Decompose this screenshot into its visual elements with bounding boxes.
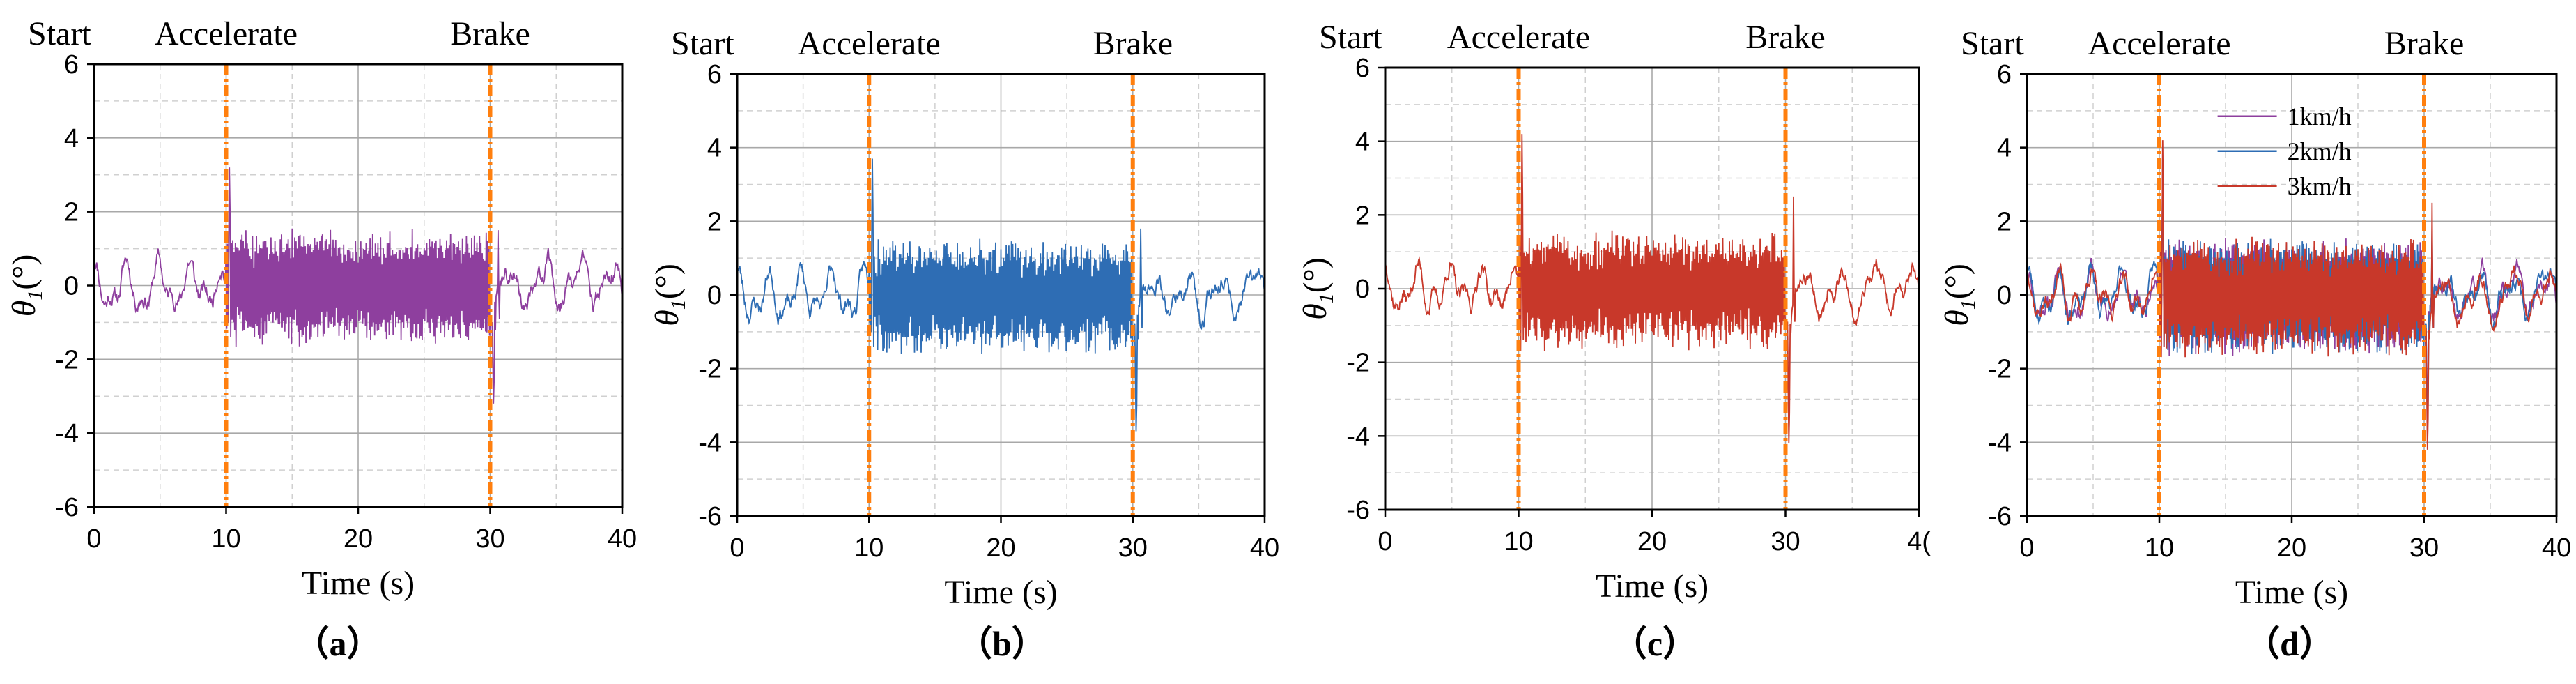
y-axis-subscript: 1 (1315, 293, 1338, 303)
y-tick-label: 6 (707, 60, 722, 89)
y-tick-label: 0 (1997, 281, 2012, 310)
event-label-brake: Brake (450, 15, 530, 52)
y-tick-label: 0 (707, 281, 722, 310)
y-tick-label: -4 (1346, 422, 1370, 451)
panel-label: （b） (957, 624, 1047, 663)
x-tick-label: 0 (86, 524, 101, 554)
series-line-3km-h (2026, 140, 2557, 450)
chart-panel-a: 0 10 20 30 40 -6 -4 -2 0 2 4 6 Time (s) θ1(°) Start Acc… (6, 15, 637, 663)
y-tick-label: 4 (707, 134, 722, 163)
event-label-start: Start (1961, 25, 2024, 62)
y-tick-label: 6 (1355, 54, 1370, 83)
event-label-brake: Brake (1093, 25, 1173, 62)
series-line-2km-h (736, 158, 1265, 432)
y-tick-label: -6 (55, 493, 79, 522)
y-axis-unit: (°) (649, 264, 686, 299)
x-tick-label: 0 (2019, 533, 2034, 563)
y-tick-label: 2 (1355, 201, 1370, 230)
y-tick-label: 2 (707, 207, 722, 236)
x-tick-label: 10 (1504, 527, 1533, 556)
y-tick-label: -2 (1346, 349, 1370, 378)
x-tick-label: 0 (730, 533, 744, 563)
y-tick-label: -4 (698, 428, 722, 457)
y-tick-label: -2 (55, 345, 79, 374)
x-tick-label: 10 (854, 533, 884, 563)
legend-label: 3km/h (2288, 172, 2352, 200)
x-tick-label: 20 (1637, 527, 1667, 556)
y-tick-label: -2 (1988, 355, 2012, 384)
y-tick-label: 0 (64, 272, 79, 301)
panel-label: （d） (2245, 624, 2334, 663)
y-tick-label: -6 (1346, 496, 1370, 525)
x-tick-label: 40 (608, 524, 637, 554)
chart-panel-c: 0 10 20 30 4( -6 -4 -2 0 2 4 6 Time (s) θ1(°) Start Acc… (1297, 19, 1931, 663)
panel-label: （a） (295, 624, 382, 663)
y-axis-label: θ1(°) (649, 264, 690, 326)
chart-panel-d: 0 10 20 30 40 -6 -4 -2 0 2 4 6 Time (s) θ1(°) Start Acc… (1938, 25, 2571, 663)
x-tick-label: 10 (211, 524, 240, 554)
y-axis-symbol: θ (649, 310, 686, 326)
y-tick-label: 2 (64, 198, 79, 227)
legend-label: 1km/h (2288, 102, 2352, 130)
y-axis-unit: (°) (1297, 257, 1334, 293)
x-tick-label: 4( (1907, 527, 1931, 556)
y-tick-label: -2 (698, 355, 722, 384)
event-label-accelerate: Accelerate (1447, 19, 1590, 56)
event-label-accelerate: Accelerate (2088, 25, 2230, 62)
x-axis-label: Time (s) (944, 574, 1057, 611)
event-label-brake: Brake (2384, 25, 2465, 62)
event-label-start: Start (671, 25, 734, 62)
event-label-brake: Brake (1745, 19, 1826, 56)
x-tick-label: 40 (1250, 533, 1279, 563)
x-tick-label: 0 (1378, 527, 1392, 556)
y-tick-label: -4 (1988, 428, 2012, 457)
panel-label: （c） (1612, 624, 1697, 663)
x-tick-label: 20 (986, 533, 1015, 563)
y-tick-label: -6 (698, 502, 722, 531)
y-axis-label: θ1(°) (1938, 264, 1980, 326)
x-tick-label: 30 (2409, 533, 2439, 563)
x-tick-label: 20 (2277, 533, 2306, 563)
event-label-accelerate: Accelerate (798, 25, 941, 62)
y-axis-symbol: θ (1938, 310, 1975, 326)
x-axis-label: Time (s) (302, 565, 415, 602)
series-line-3km-h (1385, 134, 1920, 443)
y-axis-subscript: 1 (1957, 299, 1980, 310)
y-tick-label: 6 (64, 50, 79, 79)
y-axis-symbol: θ (6, 301, 43, 317)
x-tick-label: 20 (344, 524, 373, 554)
x-tick-label: 10 (2145, 533, 2174, 563)
y-axis-label: θ1(°) (6, 254, 47, 317)
x-tick-label: 30 (475, 524, 504, 554)
x-tick-label: 30 (1118, 533, 1148, 563)
event-label-accelerate: Accelerate (155, 15, 298, 52)
y-axis-subscript: 1 (667, 299, 690, 310)
y-axis-label: θ1(°) (1297, 257, 1338, 320)
x-tick-label: 40 (2542, 533, 2571, 563)
series-line-1km-h (93, 167, 623, 404)
x-axis-label: Time (s) (1596, 568, 1709, 605)
event-label-start: Start (28, 15, 91, 52)
y-tick-label: 2 (1997, 207, 2012, 236)
x-axis-label: Time (s) (2235, 574, 2348, 611)
y-tick-label: 4 (64, 124, 79, 153)
y-axis-unit: (°) (6, 254, 43, 290)
event-label-start: Start (1319, 19, 1382, 56)
y-axis-symbol: θ (1297, 303, 1334, 320)
y-tick-label: 6 (1997, 60, 2012, 89)
y-tick-label: -4 (55, 419, 79, 448)
legend-label: 2km/h (2288, 137, 2352, 165)
y-axis-subscript: 1 (24, 290, 47, 301)
y-axis-unit: (°) (1938, 264, 1975, 299)
y-tick-label: 4 (1997, 134, 2012, 163)
y-tick-label: 0 (1355, 275, 1370, 304)
x-tick-label: 30 (1771, 527, 1800, 556)
y-tick-label: 4 (1355, 128, 1370, 157)
y-tick-label: -6 (1988, 502, 2012, 531)
chart-panel-b: 0 10 20 30 40 -6 -4 -2 0 2 4 6 Time (s) θ1(°) Start Acc… (649, 25, 1279, 663)
